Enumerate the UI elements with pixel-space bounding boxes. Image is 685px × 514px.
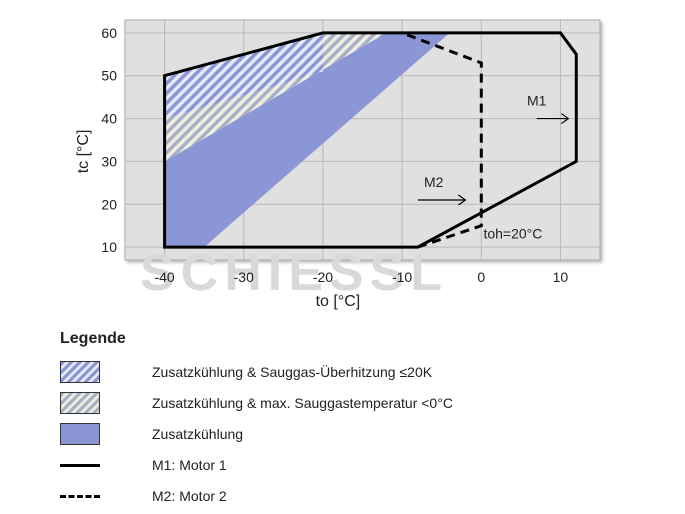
region-1 [164,32,450,248]
regions [164,32,450,248]
legend: Legende Zusatzkühlung & Sauggas-Überhitz… [60,330,660,511]
y-ticks: 10 20 30 40 50 60 [101,25,117,255]
envelope-m2 [401,31,483,249]
legend-swatch [60,454,100,476]
legend-label: M2: Motor 2 [152,487,227,504]
x-tick-label: 0 [477,269,485,285]
y-tick-label: 30 [101,153,117,169]
legend-label: Zusatzkühlung & Sauggas-Überhitzung ≤20K [152,363,433,380]
x-ticks: -40 -30 -20 -10 0 10 [154,269,568,285]
region-3 [164,32,323,119]
legend-swatch [60,360,100,383]
envelope-chart: SCHIESSL M1 M2 toh=20°C -40 -30 -20 -10 0 10 10… [75,19,601,310]
legend-label: M1: Motor 1 [152,456,227,473]
x-tick-label: -40 [154,269,174,285]
x-axis-label: to [°C] [316,293,361,310]
legend-title: Legende [60,330,126,347]
legend-item: Zusatzkühlung [60,418,660,449]
x-tick-label: -30 [234,269,254,285]
legend-item: Zusatzkühlung & Sauggas-Überhitzung ≤20K [60,356,660,387]
y-axis-label: tc [°C] [75,130,92,174]
y-tick-label: 60 [101,25,117,41]
legend-swatch [60,485,100,507]
envelopes [163,31,578,249]
legend-label: Zusatzkühlung [152,425,244,442]
legend-swatch [60,391,100,414]
y-tick-label: 20 [101,196,117,212]
legend-swatch [60,422,100,445]
annotations: M1 M2 toh=20°C [417,93,570,242]
x-tick-label: -20 [313,269,333,285]
annotation-label: M1 [527,93,547,109]
annotation-label: M2 [424,174,444,190]
watermark-text: SCHIESSL [140,244,448,302]
legend-item: M1: Motor 1 [60,449,660,480]
legend-item: Zusatzkühlung & max. Sauggastemperatur <… [60,387,660,418]
y-tick-label: 40 [101,111,117,127]
x-tick-label: 10 [553,269,569,285]
legend-rows: Zusatzkühlung & Sauggas-Überhitzung ≤20K… [60,356,660,511]
y-tick-label: 10 [101,239,117,255]
annotation-label: toh=20°C [483,226,542,242]
y-tick-label: 50 [101,68,117,84]
x-tick-label: -10 [392,269,412,285]
legend-item: M2: Motor 2 [60,480,660,511]
annotation-arrowhead [560,113,570,125]
legend-label: Zusatzkühlung & max. Sauggastemperatur <… [152,394,453,411]
envelope-m1 [163,31,578,249]
annotation-arrowhead [458,194,467,206]
